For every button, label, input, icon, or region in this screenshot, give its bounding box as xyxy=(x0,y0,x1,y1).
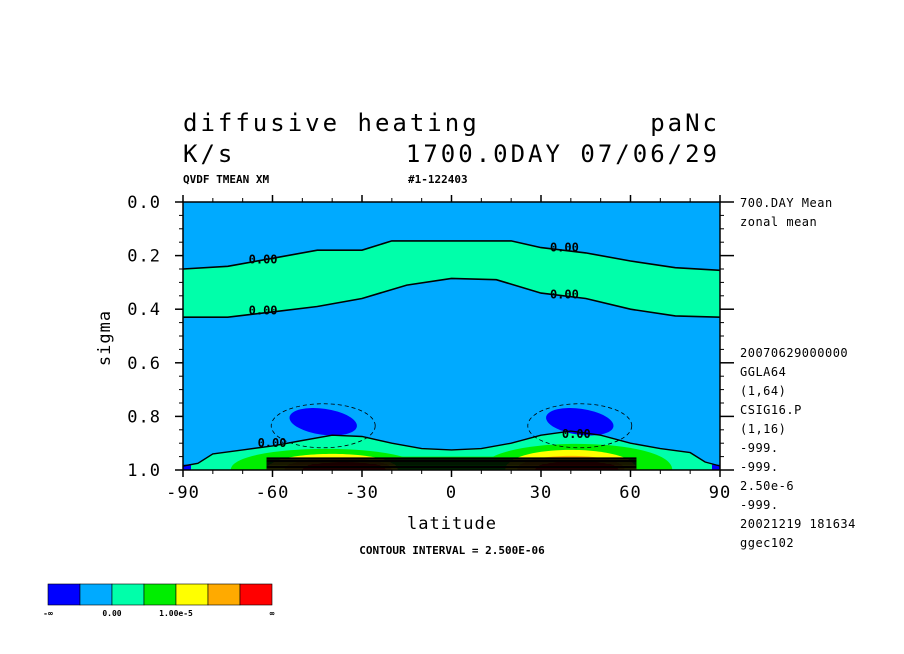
zero-contour-boundary xyxy=(182,430,721,467)
fill-negative-blob-2 xyxy=(546,408,614,436)
x-tick-label: 60 xyxy=(619,483,641,503)
colorbar-label: -∞ xyxy=(43,609,53,618)
fill-negative-blob-1 xyxy=(289,408,357,436)
y-tick-label: 0.0 xyxy=(127,193,161,213)
x-tick-label: 90 xyxy=(709,483,731,503)
y-tick-label: 0.4 xyxy=(127,300,161,320)
colorbar-swatch xyxy=(111,583,145,606)
negative-contour-2 xyxy=(527,403,633,449)
side-info-line: -999. xyxy=(740,498,779,512)
colorbar-swatch xyxy=(207,583,241,606)
contour-label: 0.00 xyxy=(249,304,278,318)
y-axis-label: sigma xyxy=(95,310,115,366)
contour-fills xyxy=(183,202,720,470)
side-info-line: zonal mean xyxy=(740,215,817,229)
x-tick-label: 0 xyxy=(446,483,457,503)
fill-edge-south xyxy=(183,464,191,470)
run-label: #1-122403 xyxy=(408,173,468,186)
colorbar-swatch xyxy=(239,583,273,606)
side-info-line: -999. xyxy=(740,460,779,474)
y-tick-label: 0.6 xyxy=(127,354,161,374)
colorbar-swatch xyxy=(47,583,81,606)
colorbar-label: ∞ xyxy=(270,609,275,618)
colorbar-label: 0.00 xyxy=(102,609,121,618)
y-tick-label: 0.8 xyxy=(127,407,161,427)
experiment-label: paNc xyxy=(650,109,720,137)
side-info-line: ggec102 xyxy=(740,536,794,550)
negative-contour-1 xyxy=(270,403,376,449)
side-info-line: GGLA64 xyxy=(740,365,786,379)
side-info-line: 2.50e-6 xyxy=(740,479,794,493)
variable-label: QVDF TMEAN XM xyxy=(183,173,269,186)
contour-lines xyxy=(182,240,721,470)
axes: -90 -60 -30 0 30 60 90 0.0 0.2 0.4 0.6 0.8 1.0 xyxy=(127,193,734,503)
x-tick-label: -60 xyxy=(256,483,290,503)
contour-label: 0.00 xyxy=(562,427,591,441)
fill-edge-north xyxy=(712,464,720,470)
time-label: 1700.0DAY 07/06/29 xyxy=(406,140,720,168)
x-tick-label: 30 xyxy=(530,483,552,503)
colorbar: -∞ 0.00 1.00e-5 ∞ xyxy=(43,583,275,618)
contour-label: 0.00 xyxy=(249,253,278,267)
colorbar-swatch xyxy=(175,583,209,606)
side-info-line: (1,64) xyxy=(740,384,786,398)
x-tick-label: -90 xyxy=(166,483,200,503)
contour-label: 0.00 xyxy=(550,287,579,301)
colorbar-swatch xyxy=(143,583,177,606)
y-tick-label: 1.0 xyxy=(127,461,161,481)
side-info-line: 700.DAY Mean xyxy=(740,196,833,210)
colorbar-swatch xyxy=(79,583,113,606)
colorbar-label: 1.00e-5 xyxy=(159,609,193,618)
side-info-line: CSIG16.P xyxy=(740,403,802,417)
side-info-line: (1,16) xyxy=(740,422,786,436)
side-info-line: 20070629000000 xyxy=(740,346,848,360)
zero-contour-upper xyxy=(182,240,721,272)
x-axis-label: latitude xyxy=(407,514,497,534)
contour-interval-label: CONTOUR INTERVAL = 2.500E-06 xyxy=(359,544,545,557)
side-info-line: -999. xyxy=(740,441,779,455)
contour-labels: 0.00 0.00 0.00 0.00 0.00 0.00 xyxy=(249,241,591,451)
side-info: 700.DAY Mean zonal mean 20070629000000 GGLA… xyxy=(740,196,856,550)
units-label: K/s xyxy=(183,140,235,168)
chart-title: diffusive heating xyxy=(183,109,480,137)
contour-label: 0.00 xyxy=(258,436,287,450)
y-tick-label: 0.2 xyxy=(127,247,161,267)
x-tick-label: -30 xyxy=(345,483,379,503)
side-info-line: 20021219 181634 xyxy=(740,517,856,531)
contour-label: 0.00 xyxy=(550,241,579,255)
zero-contour-lower xyxy=(183,277,721,318)
